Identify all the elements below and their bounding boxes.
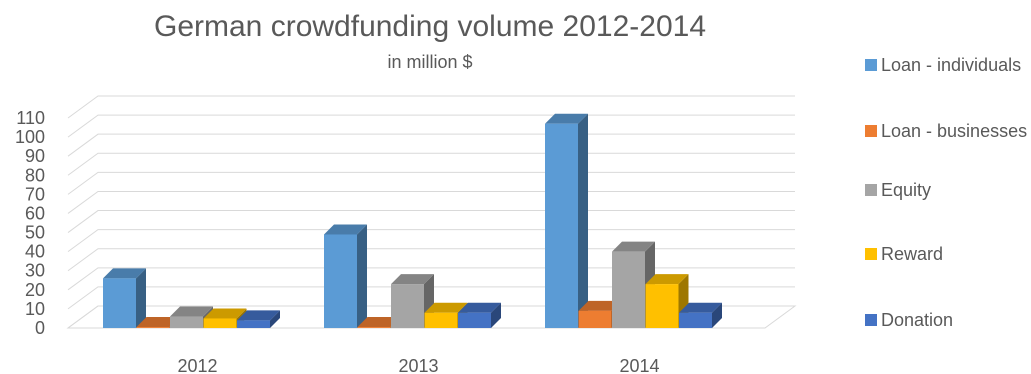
bar-side	[712, 302, 722, 328]
chart-floor	[66, 305, 797, 329]
y-tick-label: 70	[25, 184, 45, 204]
bar	[578, 310, 612, 328]
y-tick-label: 60	[25, 203, 45, 223]
bar	[645, 284, 679, 328]
bar	[103, 278, 136, 328]
legend-label: Loan - businesses	[881, 121, 1028, 141]
x-tick-label: 2013	[398, 356, 438, 374]
bar	[357, 327, 391, 328]
bar	[458, 312, 491, 328]
bars	[103, 113, 722, 329]
legend-label: Equity	[881, 180, 932, 200]
bar-top	[645, 274, 689, 285]
bar-top	[136, 317, 180, 328]
y-tick-label: 50	[25, 223, 45, 243]
legend: Loan - individuals Loan - businesses Equ…	[865, 0, 1031, 374]
x-tick-label: 2012	[177, 356, 217, 374]
bar	[391, 284, 424, 328]
bar-top	[203, 308, 247, 319]
legend-swatch-loan-businesses	[865, 125, 877, 137]
chart-title: German crowdfunding volume 2012-2014	[154, 10, 706, 43]
x-tick-label: 2014	[619, 356, 659, 374]
y-tick-label: 40	[25, 242, 45, 262]
legend-swatch-reward	[865, 248, 877, 260]
x-axis-tick-labels: 2012 2013 2014	[177, 356, 659, 374]
legend-swatch-donation	[865, 314, 877, 326]
bar-top	[679, 302, 722, 313]
bar-side	[270, 310, 280, 328]
legend-label: Donation	[881, 310, 954, 330]
y-tick-label: 20	[25, 280, 45, 300]
bar-side	[578, 113, 588, 329]
bar-top	[578, 300, 622, 311]
bar-top	[612, 241, 655, 252]
bar	[237, 320, 270, 328]
y-tick-label: 110	[16, 108, 45, 128]
bar-top	[391, 274, 434, 285]
bar-top	[237, 310, 280, 321]
legend-swatch-equity	[865, 184, 877, 196]
y-tick-label: 30	[25, 261, 45, 281]
y-tick-label: 10	[25, 299, 45, 319]
y-tick-label: 90	[25, 146, 45, 166]
bar-top	[545, 113, 588, 124]
bar	[136, 327, 170, 328]
bar	[170, 316, 203, 328]
bar	[203, 318, 237, 328]
bar-top	[357, 317, 401, 328]
y-tick-label: 80	[25, 165, 45, 185]
chart-subtitle: in million $	[387, 52, 473, 72]
bar-top	[458, 302, 501, 313]
bar	[679, 312, 712, 328]
bar	[324, 234, 357, 328]
gridline	[67, 95, 795, 119]
bar-side	[136, 268, 146, 328]
legend-swatch-loan-individuals	[865, 59, 877, 71]
bar-side	[491, 302, 501, 328]
bar	[612, 251, 645, 328]
bar	[424, 312, 458, 328]
legend-label: Loan - individuals	[881, 55, 1022, 75]
y-tick-label: 100	[15, 127, 45, 147]
bar-side	[357, 224, 367, 328]
bar-top	[324, 224, 367, 235]
bar	[545, 123, 578, 329]
y-tick-label: 0	[35, 318, 45, 338]
legend-label: Reward	[881, 244, 944, 264]
bar-top	[424, 302, 468, 313]
bar-top	[170, 306, 213, 317]
bar-top	[103, 268, 146, 279]
